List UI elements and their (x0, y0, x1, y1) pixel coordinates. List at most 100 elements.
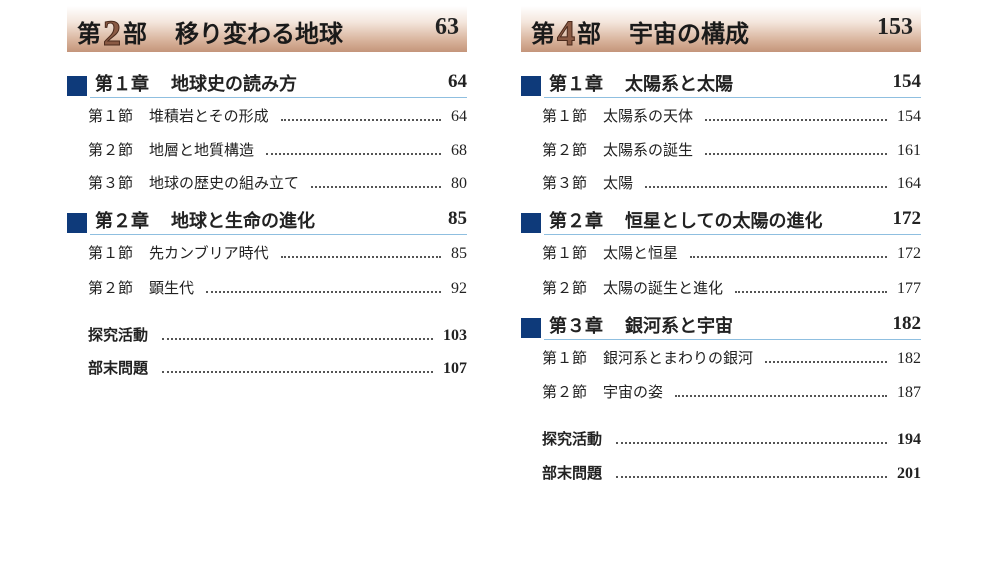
chapter-row[interactable]: 第２章 恒星としての太陽の進化 172 (521, 207, 922, 235)
chapter-rule (90, 234, 467, 235)
dot-leader (162, 338, 433, 340)
extra-row[interactable]: 探究活動 194 (542, 428, 921, 450)
extra-row[interactable]: 部末問題 107 (88, 357, 467, 379)
section-row[interactable]: 第３節 太陽 164 (542, 172, 921, 194)
section-page: 161 (897, 142, 921, 159)
dot-leader (280, 256, 441, 258)
section-row[interactable]: 第１節 太陽系の天体 154 (542, 105, 921, 127)
part-prefix: 第 (531, 20, 555, 48)
chapter-rule (90, 97, 467, 98)
section-row[interactable]: 第２節 地層と地質構造 68 (88, 139, 467, 161)
part-page: 63 (435, 14, 459, 40)
section-title: 太陽系の天体 (603, 107, 694, 125)
dot-leader (206, 291, 441, 293)
chapter-row[interactable]: 第１章 地球史の読み方 64 (67, 70, 467, 98)
part-suffix: 部 (577, 20, 601, 48)
section-label: 第３節 (542, 174, 588, 192)
chapter-page: 64 (448, 71, 467, 92)
part-suffix: 部 (123, 20, 147, 48)
chapter-title: 恒星としての太陽の進化 (625, 211, 823, 232)
section-title: 太陽の誕生と進化 (603, 279, 724, 297)
section-page: 154 (897, 108, 921, 125)
section-page: 177 (897, 280, 921, 297)
section-title: 地球の歴史の組み立て (149, 174, 300, 192)
section-row[interactable]: 第３節 地球の歴史の組み立て 80 (88, 172, 467, 194)
section-row[interactable]: 第２節 顕生代 92 (88, 277, 467, 299)
dot-leader (280, 119, 441, 121)
section-label: 第１節 (88, 244, 134, 262)
chapter-title: 地球史の読み方 (171, 74, 297, 95)
chapter-label: 第１章 (549, 74, 603, 95)
section-label: 第１節 (542, 244, 588, 262)
chapter-rule (544, 97, 921, 98)
section-label: 第２節 (88, 141, 134, 159)
section-page: 68 (451, 142, 467, 159)
part-number: 2 (103, 13, 122, 54)
part-header: 第2部 移り変わる地球 63 (67, 6, 467, 54)
part-number: 4 (557, 13, 576, 54)
section-title: 銀河系とまわりの銀河 (603, 349, 754, 367)
section-page: 172 (897, 245, 921, 262)
section-row[interactable]: 第２節 太陽の誕生と進化 177 (542, 277, 921, 299)
chapter-page: 154 (892, 71, 922, 92)
section-title: 先カンブリア時代 (149, 244, 269, 262)
section-title: 太陽系の誕生 (603, 141, 694, 159)
section-page: 182 (897, 350, 921, 367)
section-row[interactable]: 第２節 宇宙の姿 187 (542, 381, 921, 403)
chapter-label: 第２章 (549, 211, 603, 232)
dot-leader (735, 291, 887, 293)
part-prefix: 第 (77, 20, 101, 48)
extra-row[interactable]: 部末問題 201 (542, 462, 921, 484)
extra-title: 探究活動 (542, 430, 603, 448)
section-label: 第２節 (542, 141, 588, 159)
dot-leader (705, 153, 887, 155)
section-title: 太陽と恒星 (603, 244, 679, 262)
section-label: 第１節 (542, 107, 588, 125)
section-row[interactable]: 第１節 銀河系とまわりの銀河 182 (542, 347, 921, 369)
chapter-row[interactable]: 第２章 地球と生命の進化 85 (67, 207, 467, 235)
part-page: 153 (877, 14, 913, 40)
section-row[interactable]: 第１節 先カンブリア時代 85 (88, 242, 467, 264)
chapter-marker-icon (521, 213, 541, 233)
chapter-row[interactable]: 第１章 太陽系と太陽 154 (521, 70, 922, 98)
chapter-title: 太陽系と太陽 (625, 74, 733, 95)
extra-page: 201 (897, 465, 921, 482)
section-title: 宇宙の姿 (603, 383, 664, 401)
extra-title: 部末問題 (88, 359, 149, 377)
chapter-title: 地球と生命の進化 (171, 211, 315, 232)
chapter-page: 85 (448, 208, 467, 229)
extra-page: 107 (443, 360, 467, 377)
dot-leader (705, 119, 887, 121)
dot-leader (675, 395, 887, 397)
chapter-row[interactable]: 第３章 銀河系と宇宙 182 (521, 312, 921, 340)
section-page: 187 (897, 384, 921, 401)
extra-page: 194 (897, 431, 921, 448)
dot-leader (311, 186, 441, 188)
dot-leader (266, 153, 441, 155)
section-row[interactable]: 第１節 堆積岩とその形成 64 (88, 105, 467, 127)
section-label: 第２節 (542, 279, 588, 297)
section-title: 堆積岩とその形成 (149, 107, 269, 125)
chapter-marker-icon (521, 318, 541, 338)
chapter-marker-icon (67, 213, 87, 233)
extra-row[interactable]: 探究活動 103 (88, 324, 467, 346)
section-label: 第２節 (542, 383, 588, 401)
section-page: 64 (451, 108, 467, 125)
chapter-label: 第２章 (95, 211, 149, 232)
section-row[interactable]: 第１節 太陽と恒星 172 (542, 242, 921, 264)
section-title: 地層と地質構造 (149, 141, 255, 159)
part-title: 移り変わる地球 (175, 20, 343, 48)
extra-title: 探究活動 (88, 326, 149, 344)
dot-leader (616, 476, 887, 478)
part-header: 第4部 宇宙の構成 153 (521, 6, 921, 54)
section-label: 第３節 (88, 174, 134, 192)
section-row[interactable]: 第２節 太陽系の誕生 161 (542, 139, 921, 161)
section-page: 85 (451, 245, 467, 262)
section-label: 第１節 (88, 107, 134, 125)
dot-leader (690, 256, 887, 258)
chapter-marker-icon (521, 76, 541, 96)
chapter-rule (544, 234, 921, 235)
dot-leader (162, 371, 433, 373)
section-title: 顕生代 (149, 279, 195, 297)
chapter-page: 172 (892, 208, 922, 229)
